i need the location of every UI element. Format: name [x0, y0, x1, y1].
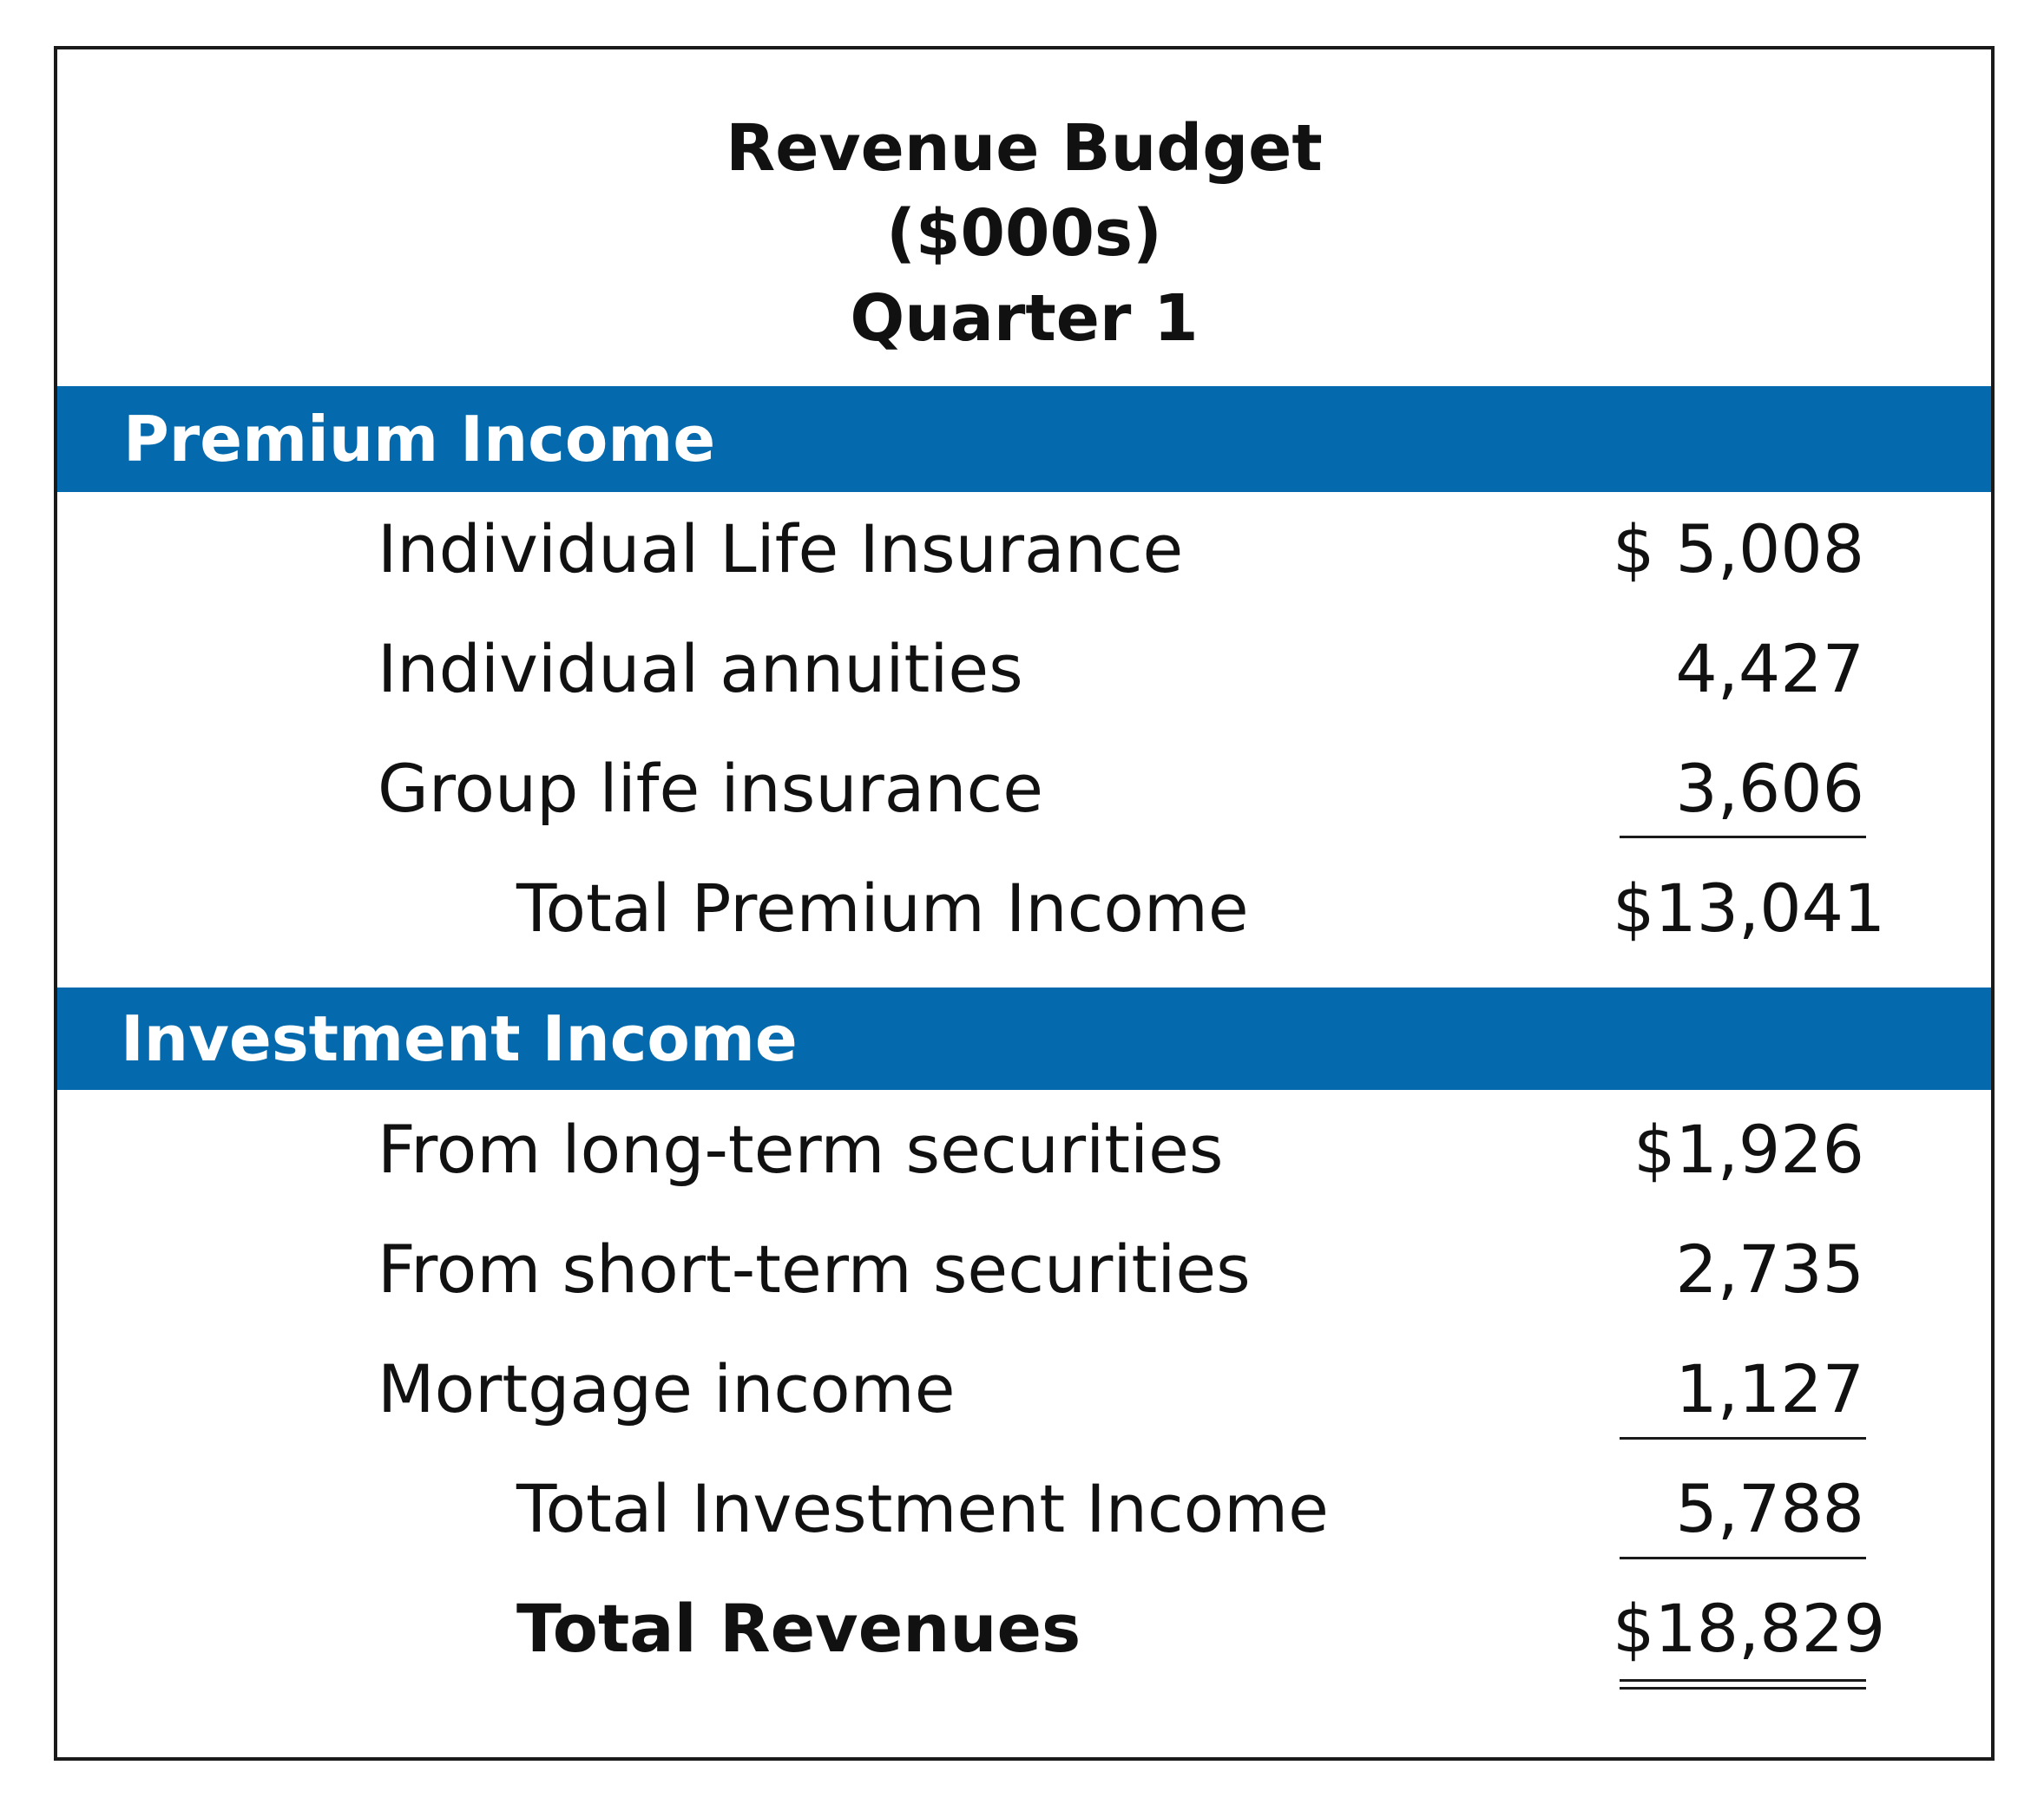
premium-income-heading: Premium Income	[123, 403, 716, 476]
row-label: Individual annuities	[378, 630, 1023, 707]
total-label: Total Investment Income	[516, 1470, 1329, 1547]
row-label: Mortgage income	[378, 1350, 956, 1427]
row-label: From long-term securities	[378, 1111, 1224, 1188]
total-rule	[1620, 1557, 1866, 1559]
row-label: Group life insurance	[378, 750, 1044, 827]
table-row: Mortgage income 1,127	[57, 1337, 1991, 1441]
revenue-budget-table: Revenue Budget ($000s) Quarter 1 Premium…	[54, 46, 1995, 1761]
row-label: From short-term securities	[378, 1230, 1251, 1308]
title-line: Revenue Budget	[726, 111, 1323, 186]
row-amount: 3,606	[1675, 750, 1864, 827]
row-label: Individual Life Insurance	[378, 510, 1184, 587]
total-amount: $13,041	[1613, 869, 1886, 947]
table-row: From short-term securities 2,735	[57, 1217, 1991, 1322]
table-row: From long-term securities $1,926	[57, 1098, 1991, 1202]
row-amount: 2,735	[1675, 1230, 1864, 1308]
table-row: Individual annuities 4,427	[57, 617, 1991, 721]
premium-income-header: Premium Income	[57, 386, 1991, 492]
table-row: Individual Life Insurance $ 5,008	[57, 497, 1991, 601]
row-amount: $ 5,008	[1613, 510, 1865, 587]
units-line: ($000s)	[886, 196, 1162, 271]
total-label: Total Premium Income	[516, 869, 1249, 947]
grand-total-label: Total Revenues	[516, 1590, 1081, 1667]
total-amount: 5,788	[1675, 1470, 1864, 1547]
period-line: Quarter 1	[850, 281, 1199, 356]
row-amount: 4,427	[1675, 630, 1864, 707]
row-amount: $1,926	[1633, 1111, 1864, 1188]
subtotal-rule	[1620, 836, 1866, 838]
table-title: Revenue Budget ($000s) Quarter 1	[57, 106, 1991, 361]
grand-total-amount: $18,829	[1613, 1590, 1886, 1667]
total-premium-row: Total Premium Income $13,041	[57, 856, 1991, 961]
grand-total-double-rule	[1620, 1679, 1866, 1690]
total-revenues-row: Total Revenues $18,829	[57, 1577, 1991, 1681]
investment-income-header: Investment Income	[57, 988, 1991, 1090]
row-amount: 1,127	[1675, 1350, 1864, 1427]
total-investment-row: Total Investment Income 5,788	[57, 1457, 1991, 1561]
investment-income-heading: Investment Income	[121, 1002, 798, 1075]
subtotal-rule	[1620, 1437, 1866, 1440]
table-row: Group life insurance 3,606	[57, 737, 1991, 841]
